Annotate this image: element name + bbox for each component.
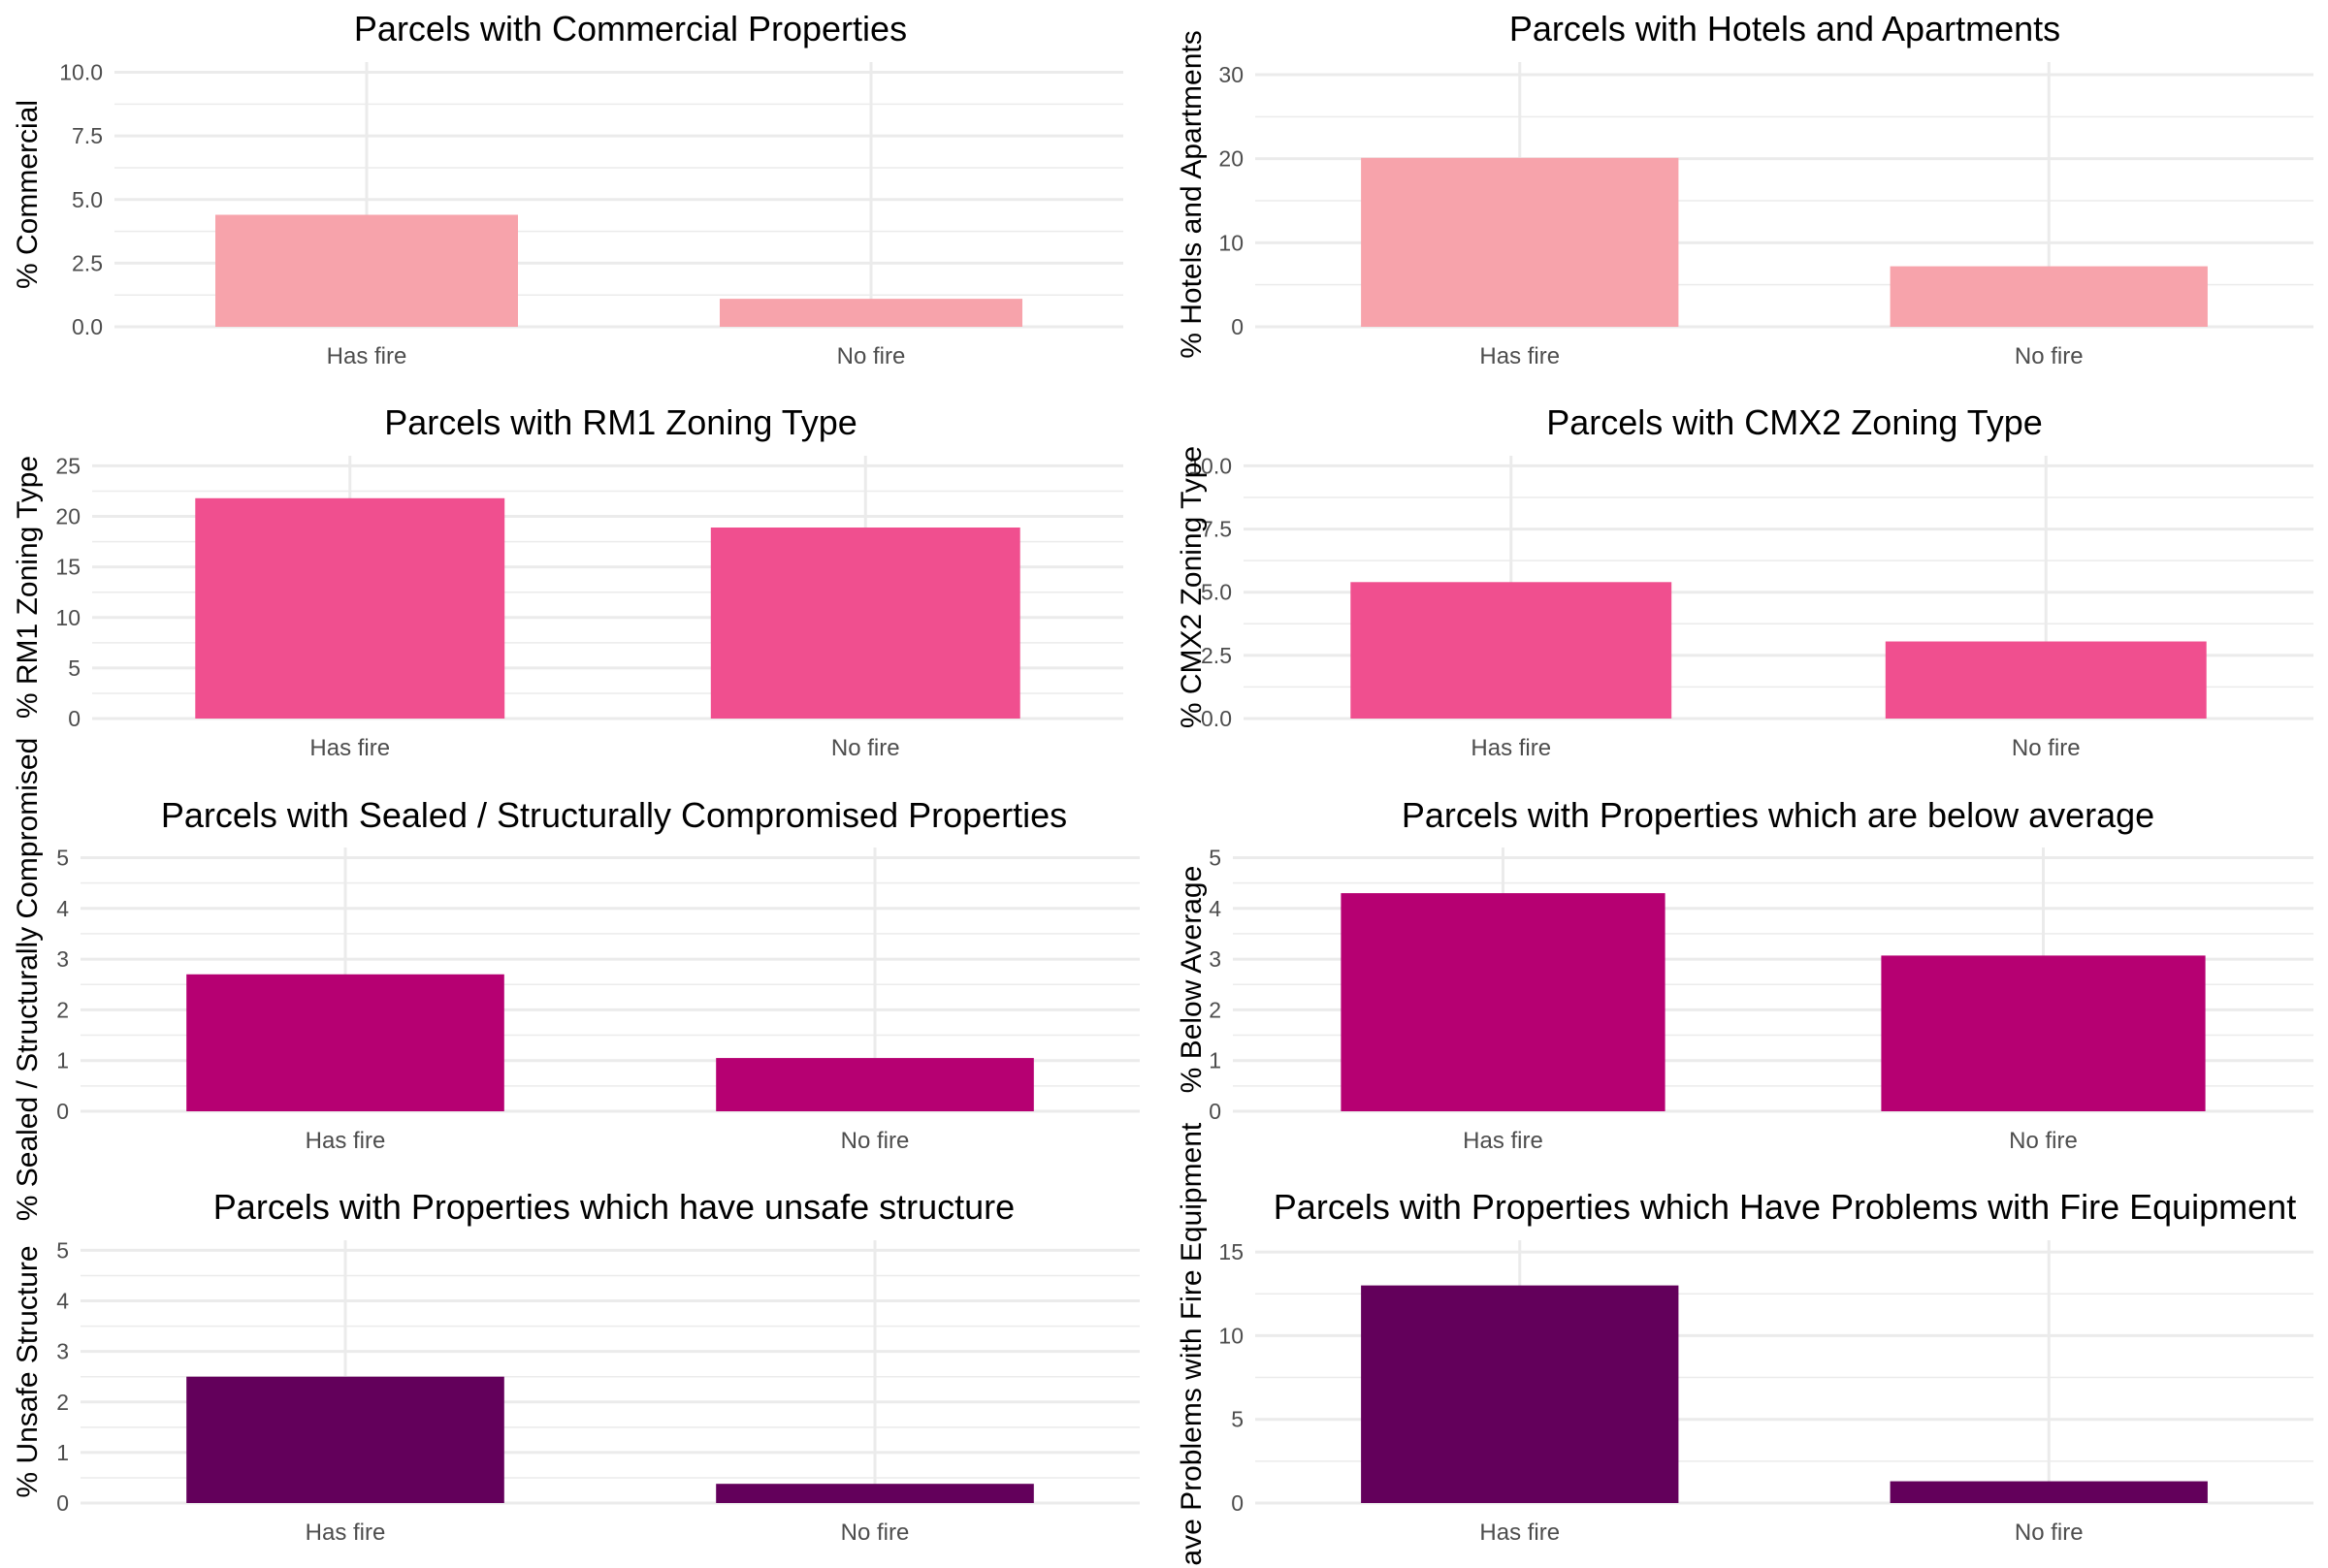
y-tick-label: 5 bbox=[1231, 1407, 1244, 1432]
bar-no-fire bbox=[1881, 955, 2206, 1111]
y-tick-label: 0 bbox=[1231, 314, 1244, 339]
y-tick-label: 5 bbox=[68, 656, 81, 681]
y-tick-label: 5 bbox=[1209, 845, 1221, 870]
chart-title: Parcels with RM1 Zoning Type bbox=[384, 402, 857, 442]
bar-has-fire bbox=[1341, 893, 1665, 1111]
x-tick-label: Has fire bbox=[327, 343, 407, 369]
y-axis-label: % Have Problems with Fire Equipment bbox=[1176, 1122, 1208, 1568]
y-tick-label: 4 bbox=[56, 1289, 69, 1314]
y-tick-label: 25 bbox=[55, 453, 81, 478]
y-tick-label: 5 bbox=[56, 845, 69, 870]
y-tick-label: 0 bbox=[68, 706, 81, 731]
y-tick-label: 3 bbox=[1209, 946, 1221, 972]
y-tick-label: 7.5 bbox=[72, 123, 103, 148]
y-tick-label: 3 bbox=[56, 1339, 69, 1364]
y-tick-label: 7.5 bbox=[1201, 517, 1232, 542]
chart-title: Parcels with Commercial Properties bbox=[354, 9, 907, 48]
y-tick-label: 2.5 bbox=[72, 250, 103, 275]
chart-panel-2: 0 10 20 30 Has fire No fire Parcels with Hotel… bbox=[1176, 9, 2313, 369]
chart-panel-6: 0 1 2 3 4 5 Has fire No fire Parcels with Proper… bbox=[1176, 795, 2313, 1154]
x-tick-label: No fire bbox=[841, 1520, 910, 1546]
y-tick-label: 2.5 bbox=[1201, 643, 1232, 668]
y-tick-label: 3 bbox=[56, 946, 69, 972]
bar-no-fire bbox=[710, 528, 1020, 719]
chart-title: Parcels with Properties which Have Probl… bbox=[1274, 1187, 2296, 1227]
y-tick-label: 10.0 bbox=[59, 60, 103, 85]
bar-no-fire bbox=[1885, 641, 2207, 719]
x-tick-label: Has fire bbox=[1463, 1128, 1543, 1154]
bar-has-fire bbox=[195, 497, 505, 719]
x-tick-label: No fire bbox=[2015, 1520, 2084, 1546]
chart-panel-3: 0 5 10 15 20 25 Has fire No fire Parcels with RM… bbox=[12, 402, 1123, 761]
bar-has-fire bbox=[186, 974, 504, 1111]
y-axis-label: % Hotels and Apartments bbox=[1176, 30, 1208, 359]
x-tick-label: No fire bbox=[2009, 1128, 2078, 1154]
y-tick-label: 10 bbox=[55, 605, 81, 630]
chart-panel-5: 0 1 2 3 4 5 Has fire No fire Parcels with Sealed… bbox=[12, 738, 1140, 1222]
bar-has-fire bbox=[1361, 157, 1679, 327]
bar-no-fire bbox=[1890, 1481, 2208, 1503]
y-tick-label: 0 bbox=[56, 1099, 69, 1124]
x-tick-label: No fire bbox=[2015, 343, 2084, 369]
x-tick-label: No fire bbox=[2012, 735, 2081, 761]
y-tick-label: 10 bbox=[1218, 1323, 1244, 1348]
bar-no-fire bbox=[720, 299, 1022, 327]
x-tick-label: No fire bbox=[841, 1128, 910, 1154]
chart-panel-7: 0 1 2 3 4 5 Has fire No fire Parcels with Proper… bbox=[12, 1187, 1140, 1546]
chart-panel-4: 0.0 2.5 5.0 7.5 10.0 Has fire No fire Parcels w… bbox=[1176, 402, 2313, 761]
y-tick-label: 20 bbox=[1218, 146, 1244, 172]
x-tick-label: Has fire bbox=[309, 735, 390, 761]
chart-title: Parcels with Properties which are below … bbox=[1402, 795, 2154, 835]
y-tick-label: 2 bbox=[56, 997, 69, 1022]
x-tick-label: No fire bbox=[837, 343, 906, 369]
bar-has-fire bbox=[215, 214, 518, 327]
y-tick-label: 2 bbox=[56, 1390, 69, 1415]
chart-title: Parcels with Sealed / Structurally Compr… bbox=[161, 795, 1067, 835]
chart-title: Parcels with Hotels and Apartments bbox=[1509, 9, 2060, 48]
y-tick-label: 20 bbox=[55, 504, 81, 529]
bar-no-fire bbox=[1890, 266, 2208, 327]
y-tick-label: 1 bbox=[56, 1048, 69, 1073]
y-tick-label: 5.0 bbox=[1201, 580, 1232, 605]
bar-has-fire bbox=[186, 1376, 504, 1503]
y-tick-label: 0.0 bbox=[1201, 706, 1232, 731]
y-tick-label: 10.0 bbox=[1188, 453, 1232, 478]
y-axis-label: % Sealed / Structurally Compromised bbox=[12, 738, 44, 1222]
chart-panel-8: 0 5 10 15 Has fire No fire Parcels with Proper… bbox=[1176, 1122, 2313, 1568]
y-axis-label: % Commercial bbox=[12, 100, 44, 289]
y-tick-label: 0 bbox=[1231, 1490, 1244, 1516]
bar-has-fire bbox=[1350, 582, 1672, 719]
chart-title: Parcels with Properties which have unsaf… bbox=[213, 1187, 1015, 1227]
y-tick-label: 1 bbox=[1209, 1048, 1221, 1073]
y-tick-label: 4 bbox=[56, 896, 69, 921]
x-tick-label: Has fire bbox=[1471, 735, 1551, 761]
y-tick-label: 5 bbox=[56, 1237, 69, 1263]
y-axis-label: % Unsafe Structure bbox=[12, 1245, 44, 1497]
bar-has-fire bbox=[1361, 1285, 1679, 1503]
y-tick-label: 2 bbox=[1209, 997, 1221, 1022]
bar-no-fire bbox=[716, 1058, 1034, 1111]
x-tick-label: Has fire bbox=[306, 1520, 386, 1546]
chart-title: Parcels with CMX2 Zoning Type bbox=[1546, 402, 2043, 442]
y-tick-label: 15 bbox=[1218, 1239, 1244, 1264]
x-tick-label: Has fire bbox=[306, 1128, 386, 1154]
y-tick-label: 0.0 bbox=[72, 314, 103, 339]
x-tick-label: Has fire bbox=[1479, 1520, 1560, 1546]
x-tick-label: Has fire bbox=[1479, 343, 1560, 369]
y-axis-label: % RM1 Zoning Type bbox=[12, 456, 44, 719]
x-tick-label: No fire bbox=[831, 735, 900, 761]
y-tick-label: 0 bbox=[56, 1490, 69, 1516]
bar-no-fire bbox=[716, 1484, 1034, 1503]
y-tick-label: 0 bbox=[1209, 1099, 1221, 1124]
y-tick-label: 15 bbox=[55, 555, 81, 580]
y-axis-label: % Below Average bbox=[1176, 866, 1208, 1094]
chart-panel-1: 0.0 2.5 5.0 7.5 10.0 Has fire No fire Parcels w… bbox=[12, 9, 1123, 369]
y-tick-label: 30 bbox=[1218, 62, 1244, 87]
y-tick-label: 5.0 bbox=[72, 187, 103, 212]
y-tick-label: 1 bbox=[56, 1440, 69, 1465]
y-axis-label: % CMX2 Zoning Type bbox=[1176, 446, 1208, 728]
y-tick-label: 4 bbox=[1209, 896, 1221, 921]
y-tick-label: 10 bbox=[1218, 230, 1244, 255]
